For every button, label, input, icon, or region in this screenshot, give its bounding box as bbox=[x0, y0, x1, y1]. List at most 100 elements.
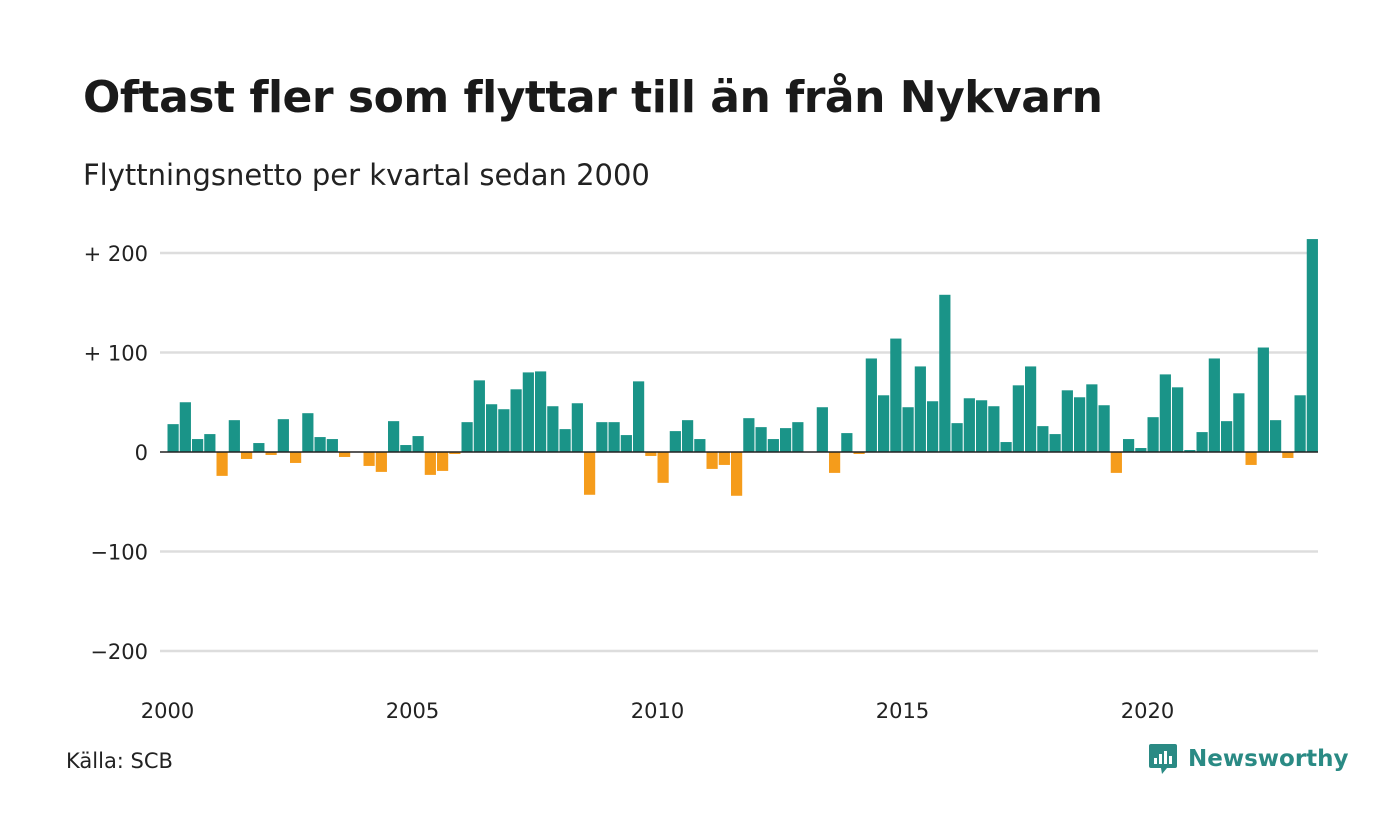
bar-2002-q2 bbox=[277, 419, 289, 453]
x-tick-label: 2010 bbox=[631, 699, 684, 723]
newsworthy-logo-icon bbox=[1149, 744, 1177, 774]
bar-2021-q1 bbox=[1196, 432, 1208, 452]
bar-2012-q2 bbox=[767, 439, 779, 452]
chart-subtitle: Flyttningsnetto per kvartal sedan 2000 bbox=[83, 158, 650, 192]
bar-2006-q4 bbox=[498, 409, 510, 452]
bar-2022-q2 bbox=[1257, 347, 1269, 452]
bar-2016-q3 bbox=[976, 400, 988, 452]
bar-2015-q3 bbox=[927, 401, 939, 452]
bar-2023-q1 bbox=[1294, 395, 1306, 452]
y-tick-label: 0 bbox=[135, 441, 148, 465]
chart-title: Oftast fler som flyttar till än från Nyk… bbox=[83, 72, 1103, 123]
bar-2019-q2 bbox=[1110, 452, 1122, 473]
bar-2005-q1 bbox=[412, 436, 424, 452]
source-label: Källa: SCB bbox=[66, 749, 173, 773]
bar-2015-q1 bbox=[902, 407, 914, 452]
bar-2010-q1 bbox=[657, 452, 669, 483]
bar-2022-q4 bbox=[1282, 452, 1294, 458]
bar-2014-q2 bbox=[865, 358, 877, 452]
bar-2007-q4 bbox=[547, 406, 559, 452]
bar-2020-q3 bbox=[1172, 387, 1184, 452]
bar-2001-q3 bbox=[241, 452, 253, 459]
bar-2010-q3 bbox=[682, 420, 694, 452]
bar-2010-q4 bbox=[694, 439, 706, 452]
bar-2011-q4 bbox=[743, 418, 755, 452]
bar-2003-q1 bbox=[314, 437, 326, 452]
bar-2009-q2 bbox=[620, 435, 632, 452]
y-tick-label: + 200 bbox=[84, 242, 148, 266]
bar-2014-q1 bbox=[853, 452, 865, 454]
bar-2008-q3 bbox=[584, 452, 596, 495]
bar-2022-q1 bbox=[1245, 452, 1257, 465]
bar-2019-q1 bbox=[1098, 405, 1110, 453]
x-tick-label: 2020 bbox=[1121, 699, 1174, 723]
bar-2009-q1 bbox=[608, 422, 620, 452]
brand-logo[interactable]: Newsworthy bbox=[1148, 742, 1349, 776]
bar-2001-q1 bbox=[216, 452, 228, 476]
bar-2003-q3 bbox=[339, 452, 351, 457]
bar-2006-q1 bbox=[461, 422, 473, 452]
bar-2002-q3 bbox=[290, 452, 302, 463]
bar-2008-q2 bbox=[571, 403, 583, 453]
y-tick-label: + 100 bbox=[84, 342, 148, 366]
bar-2019-q3 bbox=[1123, 439, 1135, 452]
bar-2005-q3 bbox=[437, 452, 449, 471]
bar-2004-q3 bbox=[388, 421, 400, 452]
bar-2015-q2 bbox=[914, 366, 926, 452]
bar-2018-q3 bbox=[1074, 397, 1086, 452]
bar-2007-q3 bbox=[535, 371, 547, 452]
bar-2012-q1 bbox=[755, 427, 767, 453]
bar-2017-q1 bbox=[1000, 442, 1012, 452]
bar-2004-q2 bbox=[375, 452, 387, 472]
bar-2018-q2 bbox=[1061, 390, 1073, 452]
bar-2021-q3 bbox=[1221, 421, 1233, 452]
bar-2000-q2 bbox=[179, 402, 191, 452]
bar-2006-q3 bbox=[486, 404, 498, 452]
bar-2008-q4 bbox=[596, 422, 608, 452]
y-tick-label: −200 bbox=[90, 640, 148, 664]
brand-name: Newsworthy bbox=[1188, 746, 1349, 772]
bar-2016-q4 bbox=[988, 406, 1000, 452]
bar-2018-q4 bbox=[1086, 384, 1098, 452]
bar-2011-q2 bbox=[718, 452, 730, 465]
bar-2015-q4 bbox=[939, 294, 951, 452]
bar-2000-q4 bbox=[204, 434, 216, 452]
bars bbox=[167, 239, 1318, 496]
bar-2014-q4 bbox=[890, 338, 902, 452]
bar-2010-q2 bbox=[669, 431, 681, 452]
bar-2002-q1 bbox=[265, 452, 277, 455]
bar-2003-q2 bbox=[326, 439, 338, 452]
y-tick-label: −100 bbox=[90, 541, 148, 565]
bar-2014-q3 bbox=[878, 395, 890, 452]
bar-2012-q4 bbox=[792, 422, 804, 452]
bar-2011-q1 bbox=[706, 452, 718, 469]
bar-2007-q2 bbox=[522, 372, 534, 452]
bar-2018-q1 bbox=[1049, 434, 1061, 452]
x-tick-label: 2005 bbox=[386, 699, 439, 723]
bar-2013-q4 bbox=[841, 433, 853, 453]
bar-2020-q1 bbox=[1147, 417, 1159, 453]
bar-2020-q4 bbox=[1184, 450, 1196, 452]
bar-2005-q4 bbox=[449, 452, 461, 454]
bar-2000-q1 bbox=[167, 424, 179, 452]
bar-2022-q3 bbox=[1270, 420, 1282, 452]
bar-2001-q2 bbox=[228, 420, 240, 452]
bar-2000-q3 bbox=[192, 439, 204, 452]
bar-2017-q2 bbox=[1012, 385, 1024, 452]
bar-2017-q3 bbox=[1025, 366, 1037, 452]
bar-2009-q4 bbox=[645, 452, 657, 456]
bar-2012-q3 bbox=[780, 428, 792, 452]
bar-2021-q4 bbox=[1233, 393, 1245, 452]
x-tick-label: 2000 bbox=[141, 699, 194, 723]
bar-2002-q4 bbox=[302, 413, 314, 452]
bar-chart: + 200 + 100 0 −100 −200 2000 2005 2010 2015 2020 bbox=[84, 239, 1318, 723]
bar-2001-q4 bbox=[253, 443, 265, 453]
bar-2013-q2 bbox=[816, 407, 828, 452]
bar-2021-q2 bbox=[1208, 358, 1220, 452]
bar-2009-q3 bbox=[633, 381, 645, 452]
gridlines bbox=[160, 251, 1318, 653]
bar-2006-q2 bbox=[473, 380, 485, 452]
y-axis-labels: + 200 + 100 0 −100 −200 bbox=[84, 242, 148, 664]
bar-2017-q4 bbox=[1037, 426, 1049, 452]
bar-2004-q1 bbox=[363, 452, 375, 466]
